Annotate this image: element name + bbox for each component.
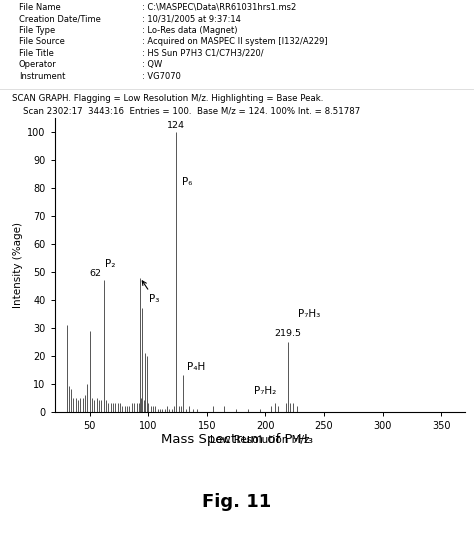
Text: P₄H: P₄H	[187, 363, 205, 372]
Text: Fig. 11: Fig. 11	[202, 493, 272, 511]
Text: P₃: P₃	[142, 281, 160, 305]
Text: File Title: File Title	[19, 49, 54, 58]
Text: : HS Sun P7H3 C1/C7H3/220/: : HS Sun P7H3 C1/C7H3/220/	[142, 49, 264, 58]
Text: File Source: File Source	[19, 37, 65, 46]
Text: 62: 62	[90, 268, 101, 278]
Text: Instrument: Instrument	[19, 72, 65, 81]
Text: 124: 124	[167, 121, 185, 130]
Text: : Acquired on MASPEC II system [I132/A229]: : Acquired on MASPEC II system [I132/A22…	[142, 37, 328, 46]
Text: 219.5: 219.5	[275, 329, 302, 337]
Text: SCAN GRAPH. Flagging = Low Resolution M/z. Highlighting = Base Peak.: SCAN GRAPH. Flagging = Low Resolution M/…	[12, 94, 323, 103]
Text: P₂: P₂	[105, 259, 115, 269]
Text: P₆: P₆	[182, 177, 192, 187]
Text: : VG7070: : VG7070	[142, 72, 181, 81]
Text: : 10/31/2005 at 9:37:14: : 10/31/2005 at 9:37:14	[142, 14, 241, 23]
Text: Creation Date/Time: Creation Date/Time	[19, 14, 101, 23]
Text: Scan 2302:17  3443:16  Entries = 100.  Base M/z = 124. 100% Int. = 8.51787: Scan 2302:17 3443:16 Entries = 100. Base…	[12, 107, 360, 116]
Y-axis label: Intensity (%age): Intensity (%age)	[13, 222, 23, 308]
Text: File Type: File Type	[19, 26, 55, 35]
Text: Mass Spectrum of P₇H₃: Mass Spectrum of P₇H₃	[161, 433, 313, 447]
Text: : Lo-Res data (Magnet): : Lo-Res data (Magnet)	[142, 26, 237, 35]
Text: File Name: File Name	[19, 3, 61, 12]
Text: P₇H₂: P₇H₂	[254, 386, 276, 396]
Text: : C:\MASPEC\Data\RR61031hrs1.ms2: : C:\MASPEC\Data\RR61031hrs1.ms2	[142, 3, 296, 12]
Text: P₇H₃: P₇H₃	[298, 309, 320, 320]
X-axis label: Low Resolution M/z: Low Resolution M/z	[210, 435, 309, 445]
Text: Operator: Operator	[19, 60, 57, 69]
Text: : QW: : QW	[142, 60, 163, 69]
